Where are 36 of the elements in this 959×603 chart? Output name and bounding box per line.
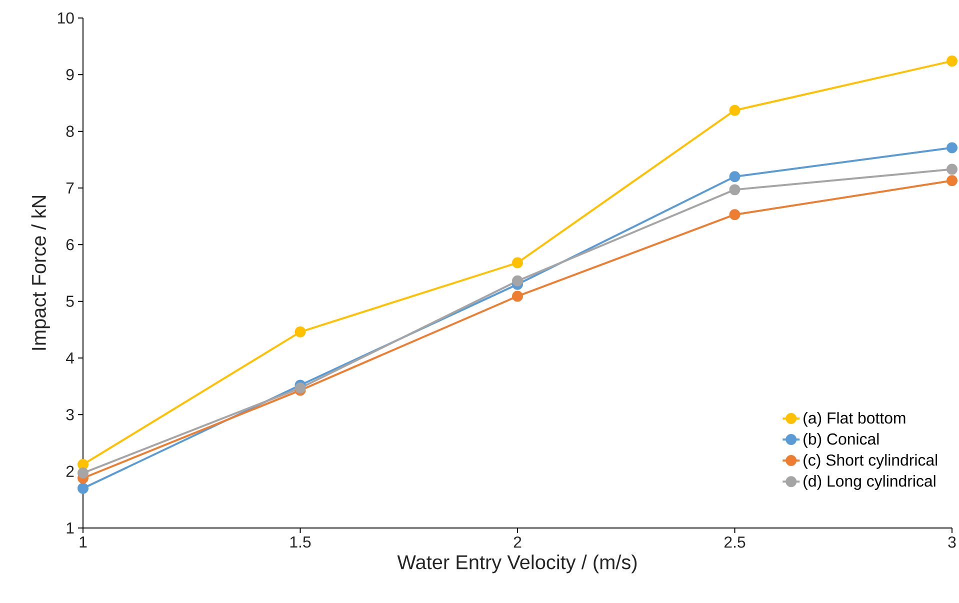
point bbox=[946, 175, 958, 186]
point bbox=[512, 275, 524, 286]
point bbox=[78, 468, 89, 479]
y-tick-label: 8 bbox=[66, 126, 74, 137]
y-tick-label: 2 bbox=[66, 466, 74, 477]
x-tick-label: 1 bbox=[80, 536, 87, 548]
y-axis-title: Impact Force / kN bbox=[31, 196, 50, 350]
legend-label: (d) Long cylindrical bbox=[804, 475, 936, 490]
y-tick-label: 7 bbox=[66, 182, 74, 194]
x-tick-label: 2.5 bbox=[724, 536, 746, 548]
y-tick-label: 1 bbox=[66, 522, 74, 534]
point bbox=[946, 56, 958, 67]
point bbox=[729, 171, 740, 182]
y-tick-label: 3 bbox=[66, 409, 74, 420]
point bbox=[294, 326, 306, 338]
x-tick-label: 2 bbox=[514, 536, 522, 548]
x-tick-label: 1.5 bbox=[290, 536, 311, 548]
legend-label: (b) Conical bbox=[804, 432, 879, 448]
y-tick-label: 10 bbox=[58, 12, 74, 24]
x-axis-title: Water Entry Velocity / (m/s) bbox=[397, 554, 637, 574]
y-tick-label: 5 bbox=[66, 296, 74, 307]
y-tick-label: 9 bbox=[66, 69, 74, 80]
point bbox=[78, 482, 89, 494]
point bbox=[729, 209, 740, 220]
point bbox=[729, 184, 740, 196]
point bbox=[78, 459, 89, 470]
legend-label: (a) Flat bottom bbox=[804, 412, 906, 427]
point bbox=[512, 257, 524, 268]
point bbox=[729, 104, 740, 116]
point bbox=[946, 164, 958, 175]
point bbox=[946, 142, 958, 154]
legend-label: (c) Short cylindrical bbox=[804, 454, 938, 469]
point bbox=[512, 290, 524, 302]
y-tick-label: 6 bbox=[66, 239, 74, 250]
y-tick-label: 4 bbox=[66, 352, 74, 364]
x-tick-label: 3 bbox=[948, 536, 956, 548]
